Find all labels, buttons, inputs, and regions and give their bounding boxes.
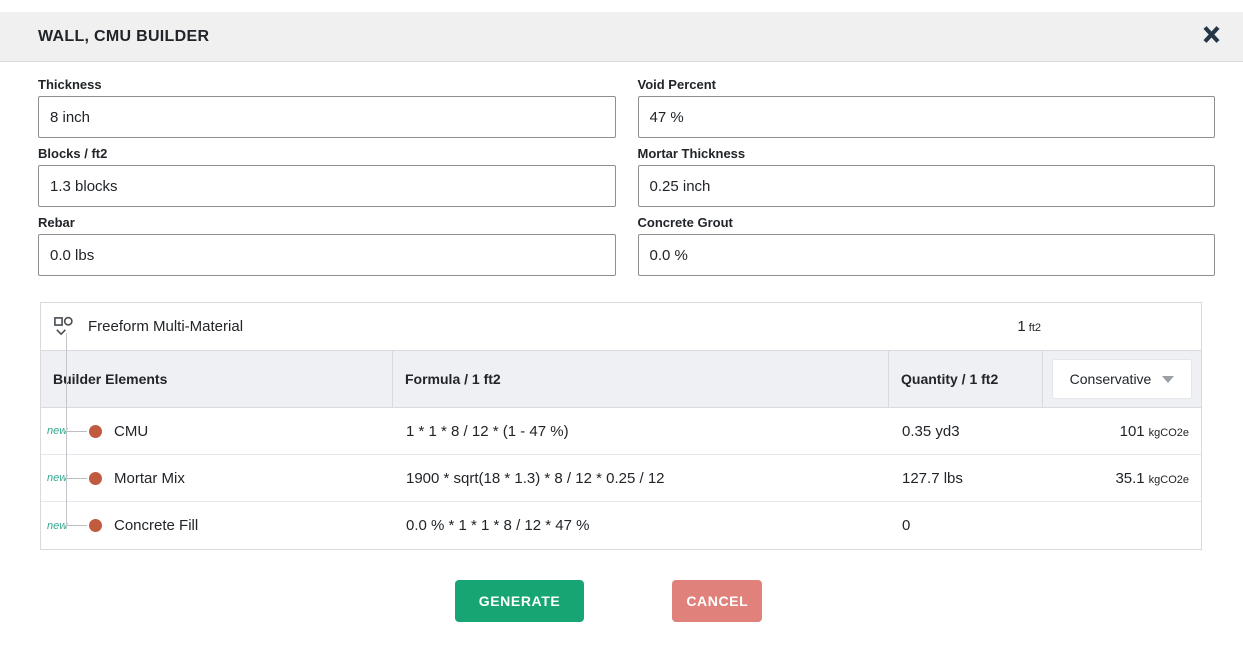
- mortar-thickness-input[interactable]: [637, 165, 1215, 207]
- tree-branch-line: [66, 477, 87, 479]
- blocks-per-ft2-label: Blocks / ft2: [38, 146, 108, 161]
- column-header-formula: Formula / 1 ft2: [393, 351, 889, 407]
- new-tag: new: [47, 472, 68, 484]
- modal-header: WALL, CMU BUILDER: [0, 12, 1243, 62]
- concrete-grout-label: Concrete Grout: [637, 215, 733, 230]
- field-thickness: Thickness: [38, 78, 616, 138]
- new-tag: new: [47, 519, 68, 532]
- emission-cell: 101 kgCO2e: [1043, 423, 1201, 440]
- table-header-row: Builder Elements Formula / 1 ft2 Quantit…: [41, 351, 1201, 408]
- emission-cell: 35.1 kgCO2e: [1043, 470, 1201, 487]
- column-header-builder-elements: Builder Elements: [41, 351, 393, 407]
- quantity-cell: 0: [902, 517, 911, 534]
- quantity-cell: 0.35 yd3: [902, 422, 960, 440]
- thickness-label: Thickness: [38, 77, 102, 92]
- element-name: Mortar Mix: [114, 469, 185, 487]
- element-cell: new Mortar Mix: [41, 470, 393, 487]
- emission-value: 35.1: [1115, 469, 1145, 487]
- table-toolbar: Freeform Multi-Material 1 ft2: [41, 303, 1201, 351]
- builder-elements-table: Freeform Multi-Material 1 ft2 Builder Ele…: [40, 302, 1202, 550]
- field-concrete-grout: Concrete Grout: [637, 215, 1215, 276]
- rebar-label: Rebar: [38, 215, 75, 230]
- conservative-dropdown[interactable]: Conservative: [1052, 359, 1192, 399]
- table-row-cmu: new CMU 1 * 1 * 8 / 12 * (1 - 47 %) 0.35…: [41, 408, 1201, 455]
- field-void-percent: Void Percent: [637, 77, 1215, 138]
- material-type-label: Freeform Multi-Material: [88, 318, 244, 335]
- element-cell: new CMU: [41, 423, 393, 440]
- column-header-quantity: Quantity / 1 ft2: [889, 351, 1043, 407]
- table-row-mortar-mix: new Mortar Mix 1900 * sqrt(18 * 1.3) * 8…: [41, 455, 1201, 502]
- chevron-down-icon: [1162, 375, 1175, 383]
- column-header-mode: Conservative: [1043, 351, 1201, 407]
- unit-label: ft2: [1028, 322, 1041, 334]
- rebar-input[interactable]: [38, 234, 616, 276]
- material-bullet-icon: [89, 519, 102, 532]
- tree-branch-line: [66, 525, 87, 526]
- element-name: CMU: [114, 422, 149, 440]
- void-percent-label: Void Percent: [637, 77, 717, 92]
- formula-cell: 0.0 % * 1 * 1 * 8 / 12 * 47 %: [406, 517, 590, 534]
- mortar-thickness-label: Mortar Thickness: [637, 146, 746, 161]
- tree-branch-line: [66, 430, 87, 432]
- material-bullet-icon: [89, 424, 102, 438]
- field-rebar: Rebar: [38, 216, 616, 276]
- concrete-grout-input[interactable]: [637, 234, 1215, 276]
- multi-material-icon: [53, 316, 74, 337]
- blocks-per-ft2-input[interactable]: [38, 165, 616, 207]
- conservative-dropdown-label: Conservative: [1069, 371, 1152, 387]
- field-mortar-thickness: Mortar Thickness: [637, 146, 1215, 207]
- tree-connector-line: [66, 333, 67, 529]
- builder-form: Thickness Void Percent Blocks / ft2 Mort…: [38, 78, 1215, 285]
- material-bullet-icon: [89, 471, 102, 485]
- unit-quantity: 1 ft2: [1017, 318, 1041, 335]
- thickness-input[interactable]: [38, 96, 616, 138]
- formula-cell: 1900 * sqrt(18 * 1.3) * 8 / 12 * 0.25 / …: [406, 469, 665, 487]
- generate-button[interactable]: GENERATE: [454, 580, 585, 622]
- emission-cell: [1043, 517, 1201, 534]
- field-blocks-per-ft2: Blocks / ft2: [38, 147, 616, 207]
- table-row-concrete-fill: new Concrete Fill 0.0 % * 1 * 1 * 8 / 12…: [41, 502, 1201, 549]
- element-cell: new Concrete Fill: [41, 517, 393, 534]
- cancel-button[interactable]: CANCEL: [672, 580, 763, 622]
- void-percent-input[interactable]: [637, 96, 1215, 138]
- new-tag: new: [47, 425, 68, 437]
- unit-value: 1: [1017, 318, 1026, 335]
- emission-unit: kgCO2e: [1148, 426, 1189, 439]
- close-icon: [1202, 25, 1221, 49]
- emission-value: 101: [1119, 422, 1145, 440]
- close-button[interactable]: [1202, 25, 1221, 49]
- action-buttons: GENERATE CANCEL: [0, 580, 1230, 622]
- element-name: Concrete Fill: [114, 517, 199, 534]
- formula-cell: 1 * 1 * 8 / 12 * (1 - 47 %): [406, 422, 569, 440]
- modal-title: WALL, CMU BUILDER: [38, 27, 210, 45]
- quantity-cell: 127.7 lbs: [902, 469, 963, 487]
- emission-unit: kgCO2e: [1148, 473, 1189, 486]
